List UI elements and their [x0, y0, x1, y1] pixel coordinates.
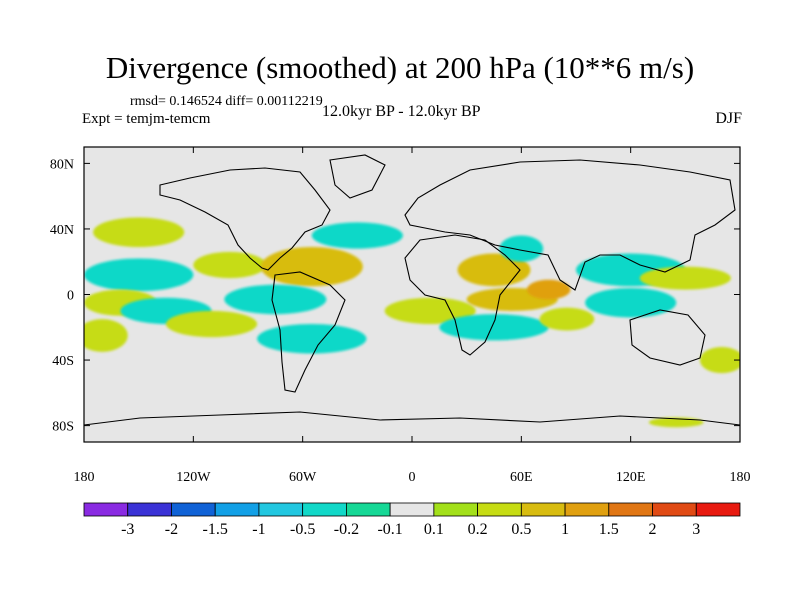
period-text: 12.0kyr BP - 12.0kyr BP — [322, 103, 481, 120]
experiment-text: Expt = temjm-temcm — [82, 111, 211, 127]
colorbar-label-9: 0.5 — [511, 521, 531, 538]
field-patch-19 — [585, 287, 677, 318]
colorbar-swatch-3 — [214, 502, 260, 517]
field-patch-18 — [639, 266, 731, 290]
colorbar-label-11: 1.5 — [599, 521, 619, 538]
coastline-antarctica — [84, 411, 740, 426]
colorbar: -3 -2 -1.5 -1 -0.5 -0.2 -0.1 0.1 0.2 0.5 1 1.5 2 3 — [83, 502, 741, 538]
coastline-greenland — [329, 154, 386, 199]
coastline-africa — [404, 234, 521, 356]
colorbar-swatch-1 — [127, 502, 172, 517]
colorbar-swatch-9 — [477, 502, 522, 517]
field-patch-9 — [166, 310, 258, 338]
field-patch-3 — [84, 319, 128, 352]
coastline-australia — [629, 309, 706, 366]
field-patch-10 — [311, 222, 403, 249]
colorbar-label-2: -1.5 — [203, 521, 228, 538]
colorbar-label-12: 2 — [649, 521, 657, 538]
colorbar-swatch-11 — [564, 502, 610, 517]
x-tick-label-0: 180 — [74, 470, 95, 485]
y-tick-label-0: 80N — [50, 157, 74, 172]
x-tick-label-4: 60E — [510, 470, 533, 485]
x-tick-label-1: 120W — [176, 470, 211, 485]
colorbar-swatch-4 — [258, 502, 304, 517]
field-patch-8 — [93, 217, 185, 247]
colorbar-label-13: 3 — [692, 521, 700, 538]
field-patch-4 — [193, 251, 267, 279]
colorbar-swatch-7 — [389, 502, 435, 517]
x-tick-label-6: 180 — [730, 470, 751, 485]
coastline-south-america — [271, 271, 346, 393]
colorbar-swatch-14 — [695, 502, 741, 517]
y-tick-label-2: 0 — [67, 289, 74, 304]
colorbar-label-10: 1 — [561, 521, 569, 538]
y-tick-label-1: 40N — [50, 223, 74, 238]
x-tick-label-5: 120E — [616, 470, 646, 485]
colorbar-swatch-2 — [171, 502, 216, 517]
field-patch-21 — [699, 346, 740, 374]
colorbar-label-0: -3 — [121, 521, 134, 538]
field-patch-11 — [384, 297, 476, 324]
field-patch-5 — [260, 246, 363, 287]
colorbar-swatch-12 — [608, 502, 653, 517]
season-text: DJF — [715, 110, 742, 127]
x-tick-label-3: 0 — [409, 470, 416, 485]
field-patch-16 — [439, 314, 549, 341]
colorbar-swatch-10 — [520, 502, 566, 517]
field-patch-13 — [499, 235, 544, 262]
colorbar-label-4: -0.5 — [290, 521, 315, 538]
colorbar-swatch-0 — [83, 502, 129, 517]
colorbar-swatch-5 — [302, 502, 347, 517]
field-patch-6 — [224, 284, 327, 315]
colorbar-label-5: -0.2 — [334, 521, 359, 538]
y-tick-label-4: 80S — [52, 420, 74, 435]
colorbar-label-8: 0.2 — [468, 521, 488, 538]
field-patch-0 — [84, 258, 194, 292]
colorbar-label-7: 0.1 — [424, 521, 444, 538]
x-tick-label-2: 60W — [289, 470, 317, 485]
field-patch-7 — [257, 324, 367, 354]
field-patch-15 — [526, 279, 571, 300]
divergence-field — [84, 217, 740, 428]
colorbar-swatch-13 — [652, 502, 697, 517]
coastlines — [84, 154, 740, 426]
colorbar-swatch-8 — [433, 502, 479, 517]
chart-title: Divergence (smoothed) at 200 hPa (10**6 … — [105, 50, 695, 85]
axes: 180 120W 60W 0 60E 120E 180 80N 40N 0 40S 80S — [50, 147, 751, 485]
coastline-north-america — [159, 167, 331, 271]
colorbar-swatch-6 — [345, 502, 391, 517]
colorbar-label-6: -0.1 — [377, 521, 402, 538]
field-patch-20 — [539, 307, 595, 331]
colorbar-label-3: -1 — [252, 521, 265, 538]
colorbar-label-1: -2 — [165, 521, 178, 538]
y-tick-label-3: 40S — [52, 354, 74, 369]
stats-text: rmsd= 0.146524 diff= 0.00112219 — [130, 94, 323, 109]
